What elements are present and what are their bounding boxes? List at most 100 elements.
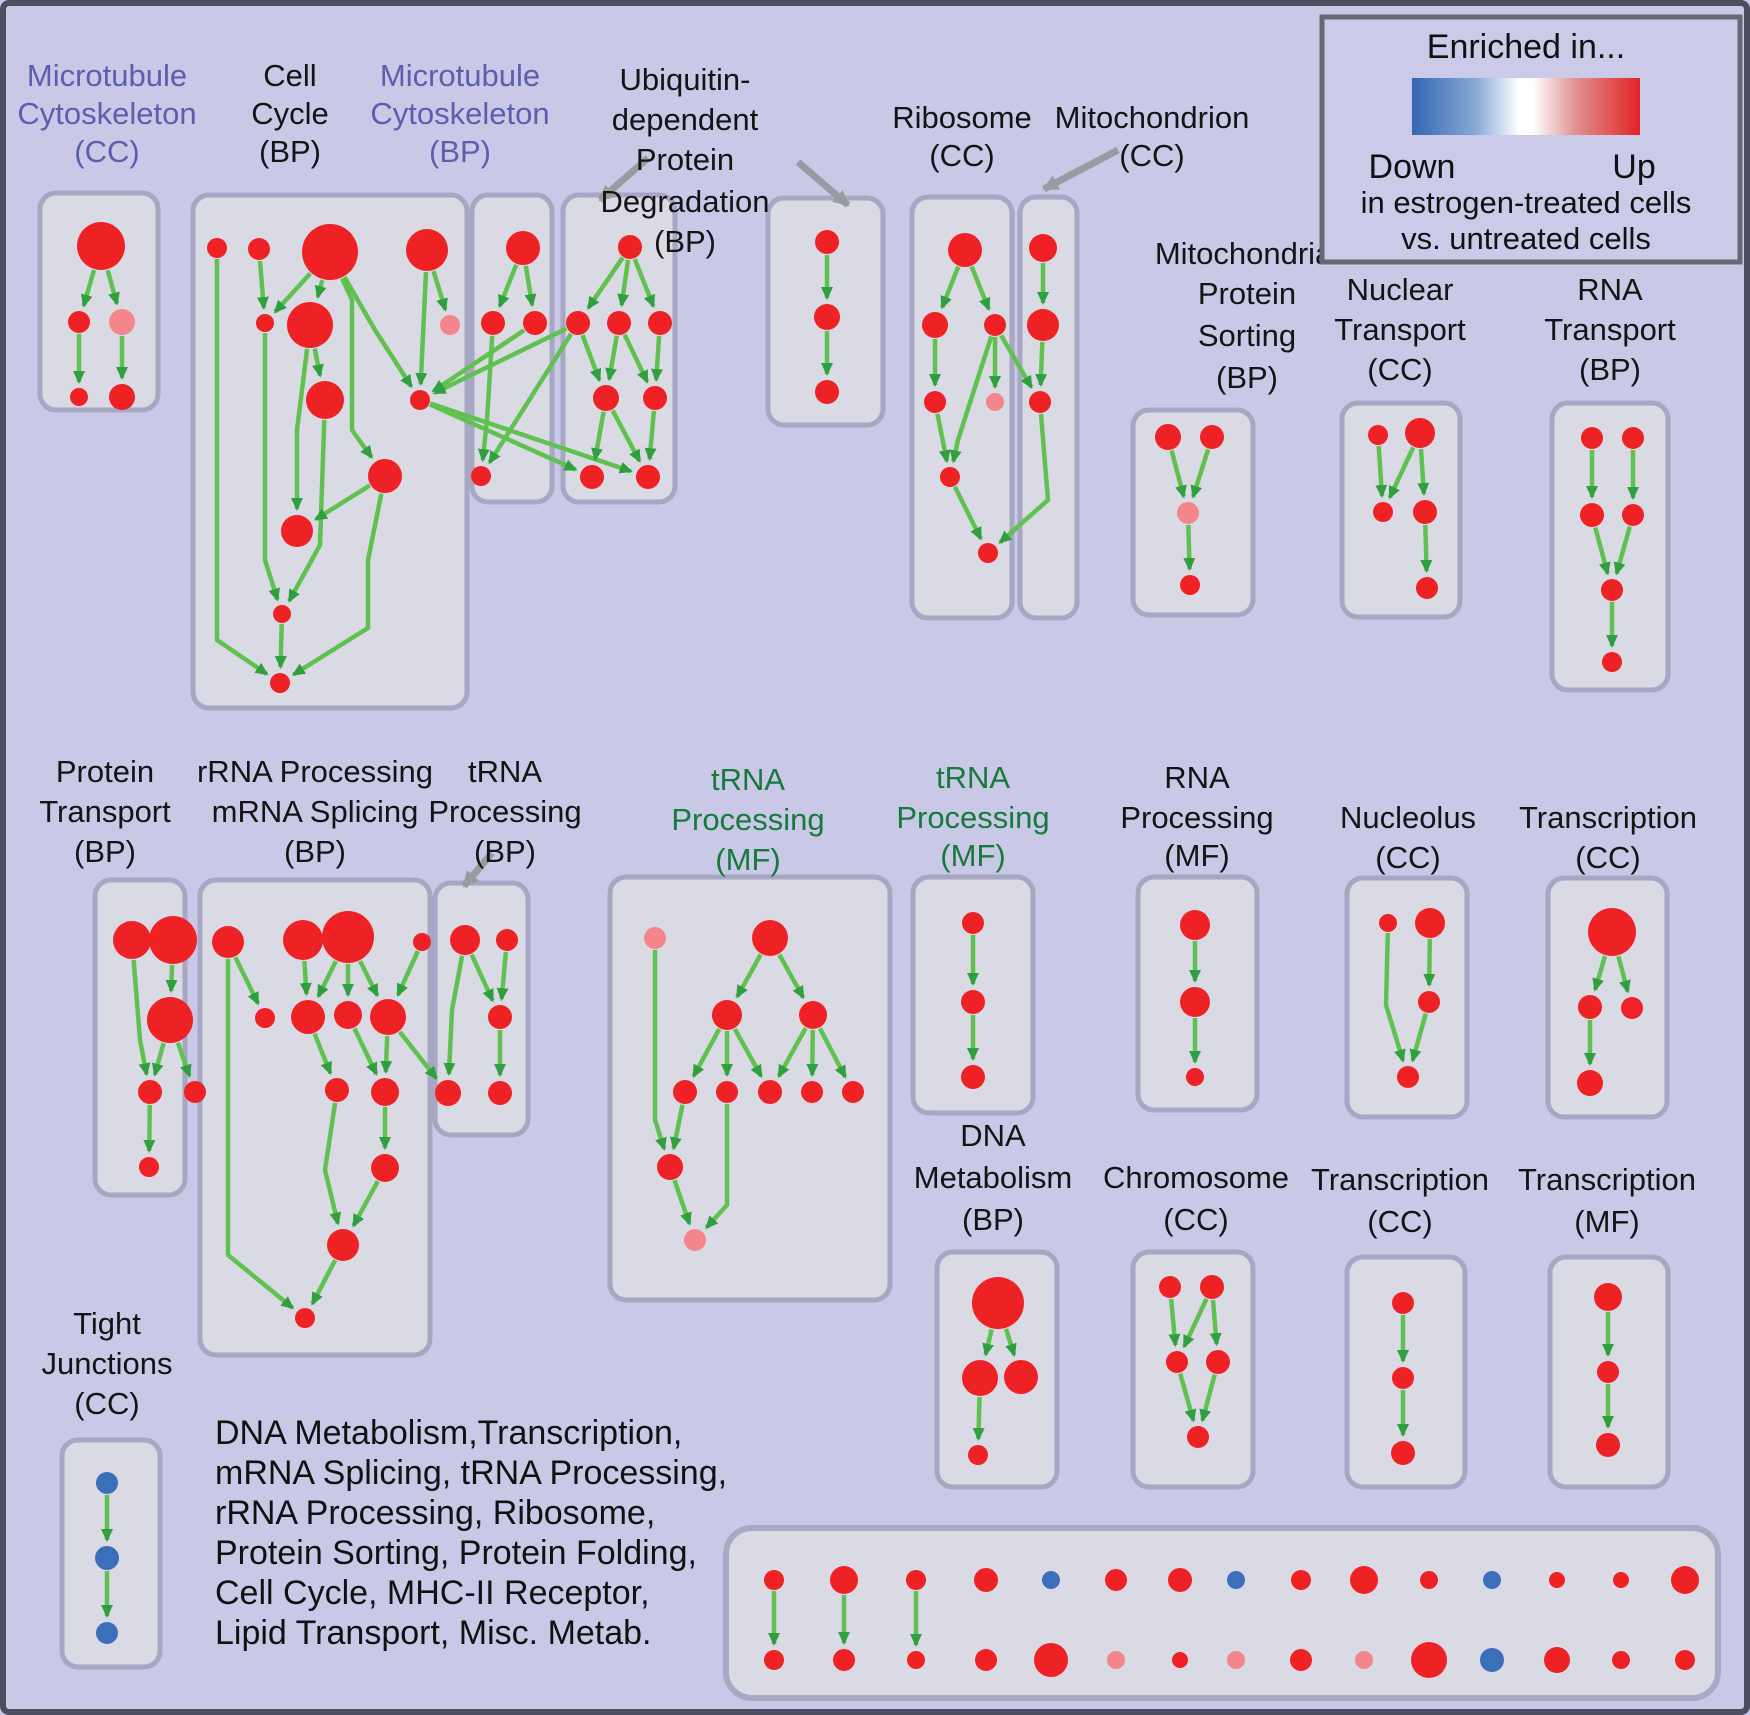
- node-f2: [1597, 1361, 1619, 1383]
- edge-u1-u5: [580, 334, 602, 383]
- edge-w2-w3: [1035, 341, 1048, 387]
- node-g3: [322, 911, 374, 963]
- node-p2: [149, 916, 197, 964]
- node-r1: [948, 233, 982, 267]
- node-g11: [371, 1154, 399, 1182]
- edge-u1-m4: [487, 332, 573, 465]
- edge-x2-x3: [1423, 938, 1436, 987]
- edge-h3-h7: [806, 1029, 819, 1077]
- microtubule-bp-label: Microtubule: [380, 58, 540, 93]
- nucleolus-label: (CC): [1375, 840, 1440, 875]
- edge-b10-b13: [291, 493, 384, 677]
- node-v3: [815, 380, 839, 404]
- node-s4: [1180, 575, 1200, 595]
- node-d1: [972, 1277, 1024, 1329]
- node-q2: [1622, 427, 1644, 449]
- ubiquitin-degradation-label: Ubiquitin-: [620, 62, 751, 97]
- node-h9: [657, 1154, 683, 1180]
- node-p5: [184, 1081, 206, 1103]
- node-v2: [814, 304, 840, 330]
- edge-r1-r3: [969, 265, 991, 312]
- trna-processing-mf-2-label: Processing: [896, 800, 1049, 835]
- dna-metabolism-label: (BP): [962, 1202, 1024, 1237]
- node-i1: [962, 912, 984, 934]
- edge-u0-u2: [617, 259, 631, 308]
- cluster-boxes-layer: [37, 190, 1721, 1701]
- node-mb9t: [1291, 1570, 1311, 1590]
- node-g8: [370, 999, 406, 1035]
- mito-protein-sorting-label: Protein: [1198, 276, 1296, 311]
- edge-h2-h4: [691, 1027, 722, 1078]
- node-g9: [325, 1078, 349, 1102]
- node-mb13b: [1544, 1647, 1570, 1673]
- node-mb12t: [1483, 1571, 1501, 1589]
- edge-c3-c5: [1178, 1372, 1197, 1423]
- edge-s1-s3: [1169, 449, 1187, 499]
- node-p3: [147, 997, 193, 1043]
- edge-g1-g13: [225, 959, 295, 1310]
- node-mb5b: [1034, 1643, 1068, 1677]
- node-mb10t: [1350, 1566, 1378, 1594]
- dna-metabolism-label: DNA: [960, 1118, 1026, 1153]
- node-a1: [77, 222, 125, 270]
- arrow-to-ubiquitin-box-2: [795, 159, 851, 208]
- edge-y1-y2: [1592, 955, 1608, 992]
- edge-w3-r7: [998, 413, 1051, 545]
- node-w2: [1027, 309, 1059, 341]
- mitochondrion-label: (CC): [1119, 138, 1184, 173]
- node-mb4b: [975, 1649, 997, 1671]
- node-g1: [212, 926, 244, 958]
- node-k5: [488, 1081, 512, 1105]
- edge-p1-p4: [131, 959, 151, 1077]
- microtubule-bp-label: (BP): [429, 134, 491, 169]
- rna-processing-mf-label: RNA: [1164, 760, 1230, 795]
- edge-t2-t4: [1417, 448, 1430, 496]
- microtubule-cc-label: Microtubule: [27, 58, 187, 93]
- cell-cycle-label: Cycle: [251, 96, 329, 131]
- rna-transport-label: Transport: [1544, 312, 1676, 347]
- tight-junctions-label: Junctions: [42, 1346, 173, 1381]
- edge-p3-p4: [151, 1042, 166, 1077]
- node-b10: [368, 459, 402, 493]
- node-x1: [1379, 914, 1397, 932]
- edge-m3-b9: [431, 328, 526, 393]
- node-g5: [255, 1008, 275, 1028]
- node-r6: [940, 467, 960, 487]
- edge-h3-h8: [817, 1027, 848, 1079]
- edge-x3-x4: [1409, 1012, 1428, 1063]
- node-m4: [471, 466, 491, 486]
- ribosome-label: Ribosome: [892, 100, 1032, 135]
- edge-b6-b11: [291, 348, 310, 511]
- node-mb3b: [907, 1651, 925, 1669]
- node-u8: [636, 465, 660, 489]
- edge-g8-k4: [398, 1030, 438, 1080]
- node-e2: [1392, 1367, 1414, 1389]
- microtubule-cc-label: Cytoskeleton: [17, 96, 196, 131]
- edge-u1-b9: [432, 326, 568, 396]
- edge-b6-b7: [312, 348, 324, 378]
- edge-x1-x4: [1383, 932, 1406, 1063]
- arrow-to-mitochondrion-box: [1042, 146, 1120, 193]
- ubiquitin-degradation-label: dependent: [612, 102, 759, 137]
- node-mb6t: [1105, 1569, 1127, 1591]
- edge-b4-b9: [415, 271, 429, 386]
- edge-g9-g12: [322, 1102, 342, 1226]
- node-a2: [68, 311, 90, 333]
- node-d4: [968, 1445, 988, 1465]
- node-c1: [1159, 1276, 1181, 1298]
- node-b11: [281, 515, 313, 547]
- chromosome-box: [1130, 1249, 1256, 1490]
- transcription-cc-mid-box: [1545, 875, 1670, 1120]
- node-b7: [306, 381, 344, 419]
- misc-text-line: mRNA Splicing, tRNA Processing,: [215, 1454, 727, 1492]
- node-h8: [842, 1081, 864, 1103]
- node-b5: [256, 314, 274, 332]
- edge-c4-c5: [1199, 1374, 1217, 1423]
- legend-title: Enriched in...: [1427, 28, 1625, 66]
- node-h1: [752, 920, 788, 956]
- node-x4: [1397, 1066, 1419, 1088]
- node-w3: [1029, 391, 1051, 413]
